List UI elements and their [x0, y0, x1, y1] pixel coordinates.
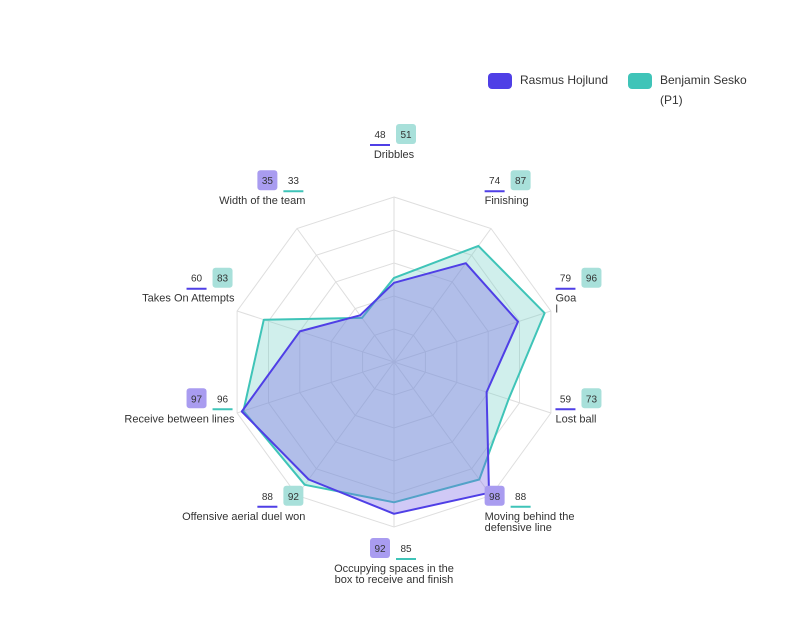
value-label: 79: [560, 274, 572, 285]
value-label: 98: [489, 492, 501, 503]
value-label: 33: [288, 176, 300, 187]
grid-spoke: [393, 228, 492, 363]
value-badge-highlight: [283, 485, 304, 506]
grid-spoke: [393, 361, 492, 496]
metric-labels: Dribbles Finishing Goa l Lost ball Moving beh…: [124, 149, 596, 586]
grid-spoke: [296, 228, 395, 363]
legend-swatch: [628, 73, 652, 89]
value-badges: 48 51 74 87 79 96 59 73 98 88 92 85 88 92 97 96 60 83 35 33: [186, 124, 602, 560]
legend-label: Rasmus Hojlund: [520, 73, 609, 87]
value-badge-highlight: [510, 170, 531, 191]
value-label: 97: [191, 394, 203, 405]
metric-label: Takes On Attempts: [142, 293, 235, 305]
value-badge-highlight: [212, 267, 233, 288]
value-badge-highlight: [484, 485, 505, 506]
legend: Rasmus Hojlund Benjamin Sesko (P1): [488, 70, 778, 114]
legend-label: Benjamin Sesko (P1): [660, 73, 747, 107]
legend-swatch: [488, 73, 512, 89]
metric-label: Occupying spaces in the box to receive an…: [334, 563, 454, 586]
metric-label: Lost ball: [556, 413, 597, 425]
metric-label: Dribbles: [374, 149, 415, 161]
value-label: 83: [217, 274, 229, 285]
value-label: 96: [586, 274, 598, 285]
value-label: 96: [217, 394, 229, 405]
value-label: 87: [515, 176, 527, 187]
legend-item-benjamin-sesko[interactable]: Benjamin Sesko (P1): [628, 70, 758, 110]
metric-label: Receive between lines: [124, 413, 235, 425]
value-label: 92: [288, 492, 300, 503]
value-badge-highlight: [581, 388, 602, 409]
value-label: 88: [262, 492, 274, 503]
value-label: 92: [374, 544, 386, 555]
value-label: 60: [191, 274, 203, 285]
value-badge-highlight: [396, 124, 416, 144]
series-area-rasmus-hojlund[interactable]: [240, 262, 519, 515]
value-label: 73: [586, 394, 598, 405]
grid-spoke: [236, 361, 395, 414]
value-badge-highlight: [186, 388, 207, 409]
grid-spoke: [393, 310, 552, 363]
grid-spoke: [393, 361, 552, 414]
value-label: 88: [515, 492, 527, 503]
value-label: 51: [400, 130, 412, 141]
value-label: 35: [262, 176, 274, 187]
metric-label: Goa l: [556, 293, 578, 316]
series-area-benjamin-sesko[interactable]: [242, 244, 546, 504]
value-badge-highlight: [581, 267, 602, 288]
series-areas: [240, 244, 546, 515]
grid-spoke: [296, 361, 395, 496]
metric-label: Offensive aerial duel won: [182, 511, 305, 523]
value-label: 74: [489, 176, 501, 187]
value-label: 85: [400, 544, 412, 555]
value-label: 59: [560, 394, 572, 405]
value-label: 48: [374, 130, 386, 141]
metric-label: Finishing: [485, 195, 529, 207]
value-badge-highlight: [370, 538, 390, 558]
metric-label: Moving behind the defensive line: [485, 511, 575, 534]
metric-label: Width of the team: [219, 195, 305, 207]
value-badge-highlight: [257, 170, 278, 191]
legend-item-rasmus-hojlund[interactable]: Rasmus Hojlund: [488, 70, 608, 90]
